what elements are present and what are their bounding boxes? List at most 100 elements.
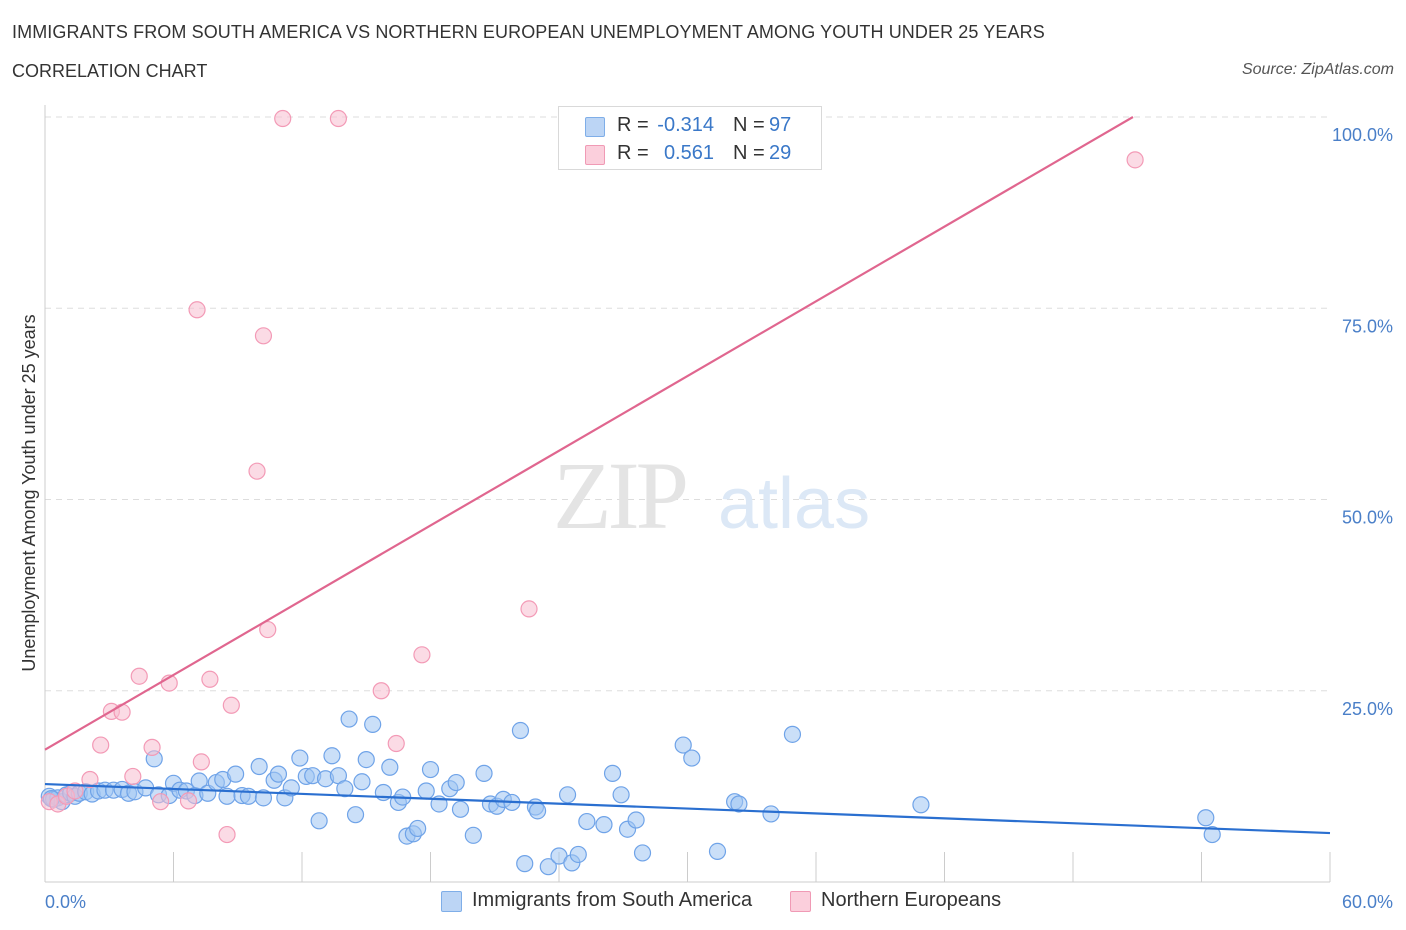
northern-point-5	[92, 736, 110, 754]
x-tick-label-1: 60.0%	[1342, 892, 1393, 912]
immigrants-point-58	[417, 782, 435, 800]
immigrants-point-74	[539, 858, 557, 876]
x-tick-label-0: 0.0%	[45, 892, 86, 912]
immigrants-point-93	[912, 796, 930, 814]
immigrants-point-76	[558, 786, 577, 804]
immigrants-trend-line	[44, 782, 1331, 835]
northern-point-10	[143, 738, 161, 756]
immigrants-point-48	[353, 773, 371, 791]
watermark-atlas: atlas	[718, 464, 870, 544]
immigrants-point-95	[1203, 825, 1221, 844]
trend-lines	[44, 116, 1331, 835]
northern-point-7	[113, 703, 131, 721]
immigrants-point-45	[336, 780, 354, 798]
immigrants-point-35	[269, 765, 288, 783]
immigrants-point-52	[381, 758, 399, 776]
northern-point-11	[152, 793, 170, 811]
tick-labels: 100.0% 75.0% 50.0% 25.0% 0.0% 60.0%	[45, 125, 1393, 912]
y-tick-label-3: 25.0%	[1342, 699, 1393, 719]
northern-trend-line	[44, 116, 1134, 751]
northern-point-25	[387, 734, 405, 753]
axes	[44, 105, 1331, 883]
northern-point-3	[66, 782, 84, 800]
immigrants-point-49	[357, 750, 375, 769]
northern-point-16	[201, 670, 219, 688]
immigrants-point-79	[578, 812, 596, 831]
northern-point-13	[179, 792, 198, 810]
northern-point-4	[81, 770, 99, 789]
northern-point-15	[192, 753, 210, 771]
y-tick-label-1: 75.0%	[1342, 316, 1393, 336]
chart-subtitle: CORRELATION CHART	[12, 61, 208, 81]
series-legend-label-immigrants: Immigrants from South America	[472, 889, 753, 911]
series-legend-swatch-northern	[790, 891, 811, 912]
immigrants-point-90	[730, 795, 748, 813]
northern-point-21	[259, 620, 277, 639]
legend-n-value: 29	[769, 142, 792, 164]
series-northern-points	[40, 109, 1144, 844]
northern-point-22	[274, 109, 292, 128]
immigrants-point-46	[340, 710, 358, 728]
immigrants-point-87	[683, 749, 701, 767]
legend-r-label: R =	[617, 114, 649, 136]
watermark: ZIP atlas	[553, 442, 870, 549]
northern-point-23	[329, 109, 348, 128]
immigrants-point-78	[569, 845, 587, 864]
immigrants-point-63	[451, 800, 470, 818]
immigrants-point-32	[250, 757, 268, 776]
immigrants-point-80	[595, 816, 613, 834]
northern-point-8	[124, 767, 142, 786]
immigrants-point-37	[282, 779, 300, 797]
northern-point-9	[130, 667, 148, 685]
immigrants-point-62	[447, 773, 465, 792]
immigrants-point-84	[627, 811, 645, 829]
northern-point-17	[218, 825, 236, 844]
northern-point-28	[1126, 151, 1144, 169]
immigrants-point-85	[633, 844, 652, 862]
northern-point-14	[188, 301, 206, 319]
northern-point-26	[413, 646, 431, 664]
legend-n-label: N =	[733, 142, 765, 164]
immigrants-point-88	[708, 842, 727, 861]
immigrants-point-38	[291, 749, 309, 767]
legend-swatch-northern	[585, 145, 605, 165]
series-legend-label-northern: Northern Europeans	[821, 889, 1002, 911]
legend-row-immigrants: R = -0.314 N = 97	[559, 111, 821, 139]
northern-point-27	[520, 600, 538, 618]
northern-point-24	[372, 682, 390, 700]
northern-point-20	[254, 327, 273, 345]
northern-point-18	[222, 696, 240, 714]
immigrants-point-57	[409, 819, 427, 838]
y-axis-label: Unemployment Among Youth under 25 years	[19, 314, 39, 671]
source-credit: Source: ZipAtlas.com	[1241, 61, 1394, 78]
immigrants-point-71	[516, 855, 534, 873]
series-immigrants-points	[40, 710, 1221, 876]
immigrants-point-59	[421, 760, 440, 779]
legend-n-value: 97	[769, 114, 792, 136]
y-tick-label-2: 50.0%	[1342, 508, 1393, 528]
immigrants-point-94	[1197, 809, 1215, 827]
watermark-zip: ZIP	[553, 442, 686, 549]
legend-row-northern: R = 0.561 N = 29	[559, 139, 821, 167]
correlation-legend: R = -0.314 N = 97 R = 0.561 N = 29	[558, 106, 822, 170]
chart-title: IMMIGRANTS FROM SOUTH AMERICA VS NORTHER…	[12, 22, 1045, 42]
immigrants-point-81	[603, 764, 622, 782]
legend-r-value: 0.561	[663, 142, 714, 164]
legend-swatch-immigrants	[585, 117, 605, 137]
immigrants-point-47	[346, 806, 365, 824]
immigrants-point-73	[528, 802, 547, 820]
immigrants-point-50	[364, 715, 382, 734]
legend-r-value: -0.314	[657, 114, 714, 136]
immigrants-point-91	[762, 805, 780, 823]
immigrants-point-70	[511, 721, 530, 740]
immigrants-point-64	[464, 826, 482, 844]
immigrants-point-82	[612, 786, 630, 804]
immigrants-point-65	[475, 764, 493, 782]
immigrants-point-41	[310, 812, 328, 830]
y-tick-label-0: 100.0%	[1332, 125, 1393, 145]
legend-n-label: N =	[733, 114, 765, 136]
immigrants-point-86	[674, 736, 692, 754]
immigrants-point-33	[254, 789, 273, 807]
legend-r-label: R =	[617, 142, 649, 164]
